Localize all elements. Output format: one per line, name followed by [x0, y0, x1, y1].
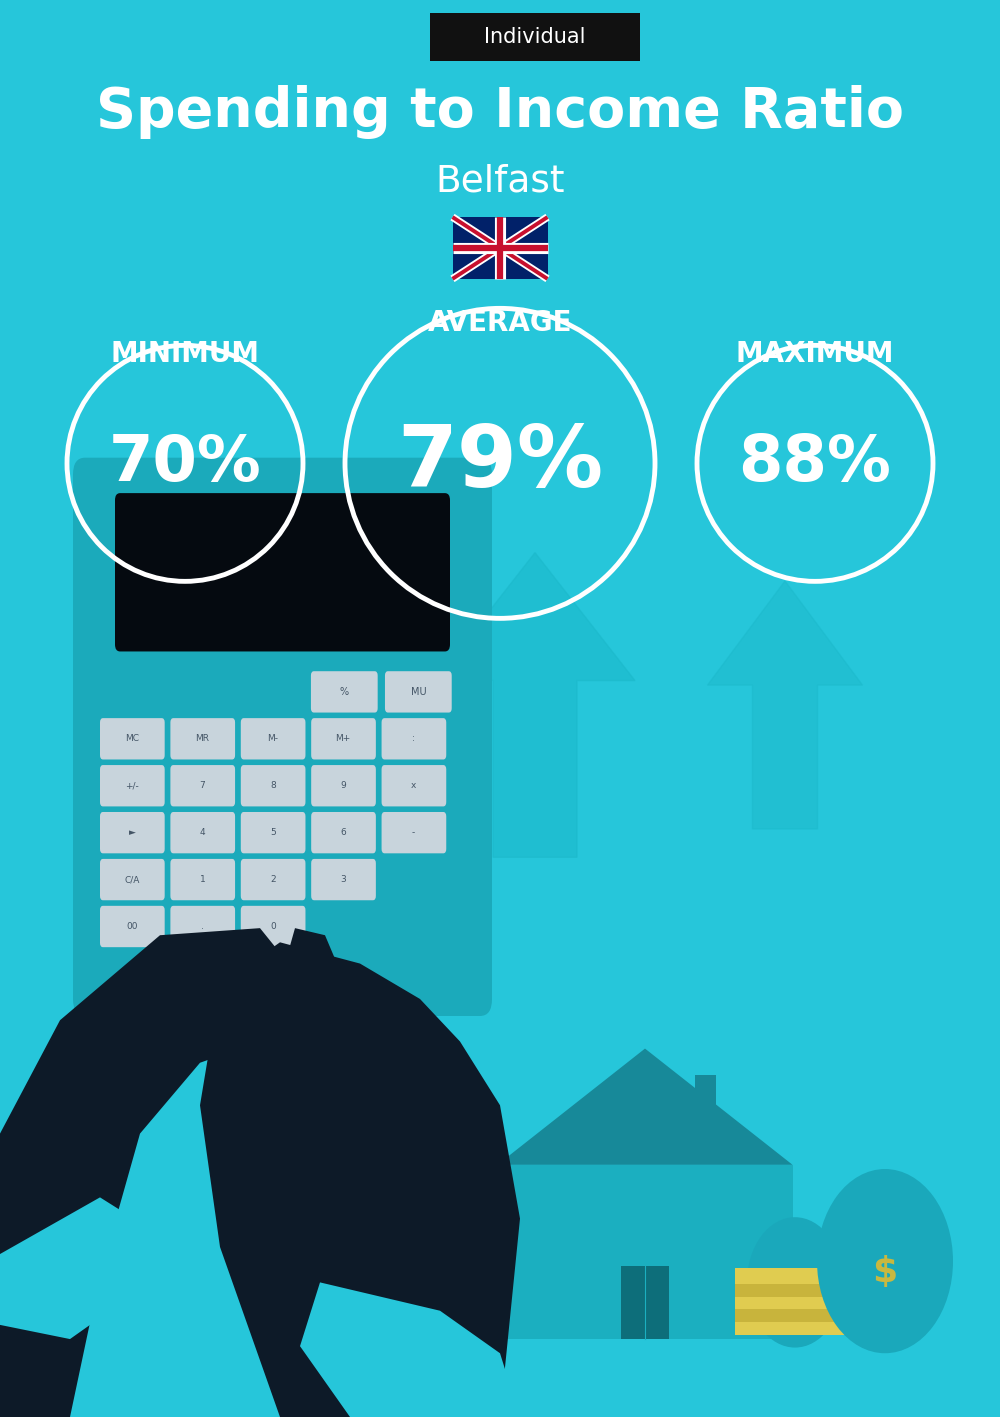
- Text: M-: M-: [267, 734, 278, 744]
- FancyBboxPatch shape: [115, 493, 450, 652]
- FancyBboxPatch shape: [170, 812, 235, 853]
- Polygon shape: [695, 1076, 716, 1139]
- Text: MU: MU: [411, 687, 426, 697]
- Text: +/-: +/-: [125, 781, 139, 791]
- FancyBboxPatch shape: [170, 905, 235, 947]
- Text: 70%: 70%: [109, 432, 261, 495]
- FancyBboxPatch shape: [385, 672, 452, 713]
- Text: x: x: [411, 781, 416, 791]
- Ellipse shape: [817, 1169, 953, 1353]
- FancyBboxPatch shape: [100, 859, 165, 900]
- Polygon shape: [435, 553, 635, 857]
- FancyBboxPatch shape: [241, 812, 305, 853]
- FancyBboxPatch shape: [311, 672, 378, 713]
- Text: Spending to Income Ratio: Spending to Income Ratio: [96, 85, 904, 139]
- Text: AVERAGE: AVERAGE: [428, 309, 572, 337]
- Text: -: -: [412, 828, 415, 837]
- Polygon shape: [498, 1049, 792, 1165]
- FancyBboxPatch shape: [170, 765, 235, 806]
- Text: 6: 6: [340, 828, 346, 837]
- FancyBboxPatch shape: [430, 13, 640, 61]
- Polygon shape: [0, 1197, 145, 1339]
- Text: C/A: C/A: [124, 876, 140, 884]
- Text: Individual: Individual: [484, 27, 586, 47]
- FancyBboxPatch shape: [735, 1268, 850, 1284]
- Text: MR: MR: [195, 734, 209, 744]
- Text: 3: 3: [340, 876, 346, 884]
- FancyBboxPatch shape: [73, 458, 492, 1016]
- Text: 7: 7: [200, 781, 205, 791]
- Polygon shape: [200, 942, 520, 1417]
- FancyBboxPatch shape: [311, 718, 376, 760]
- Text: 00: 00: [126, 922, 138, 931]
- Text: Belfast: Belfast: [435, 163, 565, 200]
- FancyBboxPatch shape: [382, 765, 446, 806]
- Text: 8: 8: [270, 781, 276, 791]
- FancyBboxPatch shape: [382, 718, 446, 760]
- Text: 5: 5: [270, 828, 276, 837]
- Text: .: .: [201, 922, 204, 931]
- Polygon shape: [708, 581, 862, 829]
- Polygon shape: [498, 1165, 792, 1339]
- Text: MC: MC: [125, 734, 139, 744]
- Text: %: %: [340, 687, 349, 697]
- FancyBboxPatch shape: [241, 718, 305, 760]
- Text: 79%: 79%: [397, 422, 603, 504]
- Text: 2: 2: [270, 876, 276, 884]
- FancyBboxPatch shape: [100, 812, 165, 853]
- Text: ►: ►: [129, 828, 135, 837]
- FancyBboxPatch shape: [735, 1306, 850, 1322]
- Polygon shape: [285, 928, 340, 1020]
- Polygon shape: [300, 1282, 520, 1417]
- Text: 1: 1: [200, 876, 205, 884]
- Text: 4: 4: [200, 828, 205, 837]
- FancyBboxPatch shape: [382, 812, 446, 853]
- Text: 0: 0: [270, 922, 276, 931]
- Text: 9: 9: [340, 781, 346, 791]
- FancyBboxPatch shape: [241, 765, 305, 806]
- FancyBboxPatch shape: [311, 765, 376, 806]
- FancyBboxPatch shape: [100, 718, 165, 760]
- FancyBboxPatch shape: [170, 859, 235, 900]
- FancyBboxPatch shape: [241, 859, 305, 900]
- FancyBboxPatch shape: [170, 718, 235, 760]
- FancyBboxPatch shape: [100, 765, 165, 806]
- Text: 88%: 88%: [739, 432, 891, 495]
- FancyBboxPatch shape: [100, 905, 165, 947]
- Ellipse shape: [747, 1217, 843, 1348]
- Ellipse shape: [872, 1175, 898, 1200]
- Text: :: :: [412, 734, 415, 744]
- Ellipse shape: [785, 1221, 805, 1238]
- FancyBboxPatch shape: [311, 812, 376, 853]
- FancyBboxPatch shape: [241, 905, 305, 947]
- Polygon shape: [0, 928, 300, 1417]
- FancyBboxPatch shape: [452, 217, 548, 279]
- Text: $: $: [872, 1255, 898, 1289]
- FancyBboxPatch shape: [311, 859, 376, 900]
- FancyBboxPatch shape: [735, 1281, 850, 1297]
- Text: M+: M+: [336, 734, 351, 744]
- Text: MINIMUM: MINIMUM: [110, 340, 260, 368]
- Polygon shape: [621, 1265, 669, 1339]
- FancyBboxPatch shape: [735, 1319, 850, 1335]
- Text: MAXIMUM: MAXIMUM: [736, 340, 894, 368]
- FancyBboxPatch shape: [735, 1294, 850, 1309]
